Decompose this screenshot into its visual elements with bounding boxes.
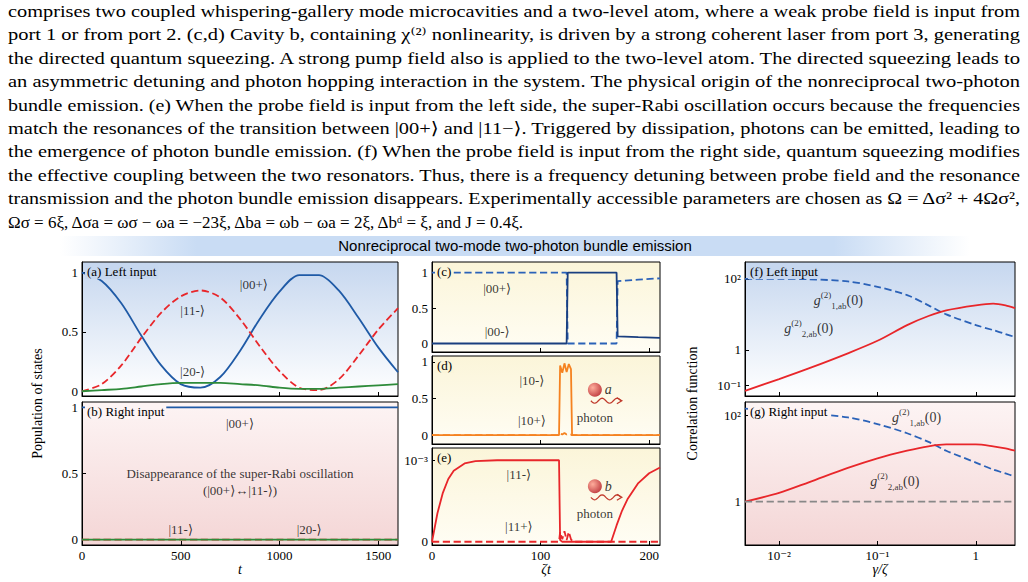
svg-text:500: 500 (171, 548, 191, 563)
svg-text:photon: photon (577, 506, 614, 521)
svg-text:Correlation function: Correlation function (685, 347, 700, 461)
svg-text:(0): (0) (925, 410, 942, 426)
svg-text:0.5: 0.5 (62, 324, 78, 339)
svg-text:g: g (814, 293, 821, 308)
svg-text:ζt: ζt (541, 562, 552, 577)
svg-text:10²: 10² (724, 408, 741, 423)
svg-text:photon: photon (577, 410, 614, 425)
svg-text:1000: 1000 (267, 548, 293, 563)
svg-text:10⁻²: 10⁻² (767, 548, 791, 563)
svg-text:match the resonances of the tr: match the resonances of the transition b… (8, 119, 1020, 138)
svg-text:1500: 1500 (365, 548, 391, 563)
svg-text:comprises two coupled whisperi: comprises two coupled whispering-gallery… (8, 2, 1020, 21)
svg-text:1: 1 (422, 265, 429, 280)
svg-text:1: 1 (422, 354, 429, 369)
svg-text:10⁻¹: 10⁻¹ (717, 378, 741, 393)
svg-text:g: g (870, 474, 877, 489)
svg-text:0.5: 0.5 (412, 301, 428, 316)
svg-text:1: 1 (735, 494, 742, 509)
svg-text:|11-⟩: |11-⟩ (180, 303, 205, 318)
svg-text:|00-⟩: |00-⟩ (485, 324, 510, 339)
svg-text:0.5: 0.5 (412, 391, 428, 406)
svg-text:0: 0 (422, 336, 429, 351)
svg-text:1: 1 (973, 548, 980, 563)
svg-text:(2): (2) (821, 290, 832, 300)
svg-text:(g) Right input: (g) Right input (750, 404, 828, 419)
svg-text:(e): (e) (437, 450, 451, 465)
svg-text:1: 1 (72, 265, 79, 280)
svg-text:0: 0 (72, 384, 79, 399)
svg-text:b: b (605, 479, 612, 494)
svg-text:|10+⟩: |10+⟩ (518, 413, 546, 428)
svg-text:10⁻³: 10⁻³ (404, 453, 428, 468)
html-text:Nonreciprocal two-mode two-pho: Nonreciprocal two-mode two-photon bundle… (338, 237, 692, 254)
svg-text:a: a (605, 382, 612, 397)
svg-text:1,ab: 1,ab (831, 301, 847, 311)
svg-text:2,ab: 2,ab (802, 329, 818, 339)
svg-text:1: 1 (735, 342, 742, 357)
svg-text:g: g (892, 410, 899, 425)
svg-text:|10-⟩: |10-⟩ (519, 373, 544, 388)
svg-text:10²: 10² (724, 271, 741, 286)
svg-text:(0): (0) (903, 474, 920, 490)
svg-text:γ/ζ: γ/ζ (872, 562, 888, 577)
svg-text:(d): (d) (437, 358, 452, 373)
svg-text:|00+⟩: |00+⟩ (483, 281, 511, 296)
svg-text:10⁻¹: 10⁻¹ (866, 548, 890, 563)
svg-text:1,ab: 1,ab (910, 418, 926, 428)
svg-text:g: g (784, 321, 791, 336)
svg-text:|20-⟩: |20-⟩ (297, 522, 322, 537)
svg-text:0: 0 (79, 548, 86, 563)
svg-text:0: 0 (72, 532, 79, 547)
svg-text:bundle emission. (e) When the: bundle emission. (e) When the probe fiel… (8, 96, 1020, 115)
svg-text:the effective coupling between: the effective coupling between the two r… (8, 166, 1020, 185)
svg-text:|11+⟩: |11+⟩ (505, 519, 533, 534)
svg-text:(2): (2) (877, 471, 888, 481)
svg-text:0.5: 0.5 (62, 466, 78, 481)
svg-text:|11-⟩: |11-⟩ (168, 522, 193, 537)
svg-text:port 1 or from port 2. (c,d) C: port 1 or from port 2. (c,d) Cavity b, c… (8, 25, 1021, 44)
svg-text:transmission and the photon bu: transmission and the photon bundle emiss… (8, 189, 1020, 208)
svg-text:|00+⟩: |00+⟩ (240, 277, 268, 292)
svg-text:(f) Left input: (f) Left input (750, 264, 818, 279)
svg-text:0: 0 (422, 428, 429, 443)
svg-text:200: 200 (639, 548, 659, 563)
svg-text:(0): (0) (817, 321, 834, 337)
svg-text:100: 100 (531, 548, 551, 563)
svg-text:the emergence of photon bundle: the emergence of photon bundle emission.… (8, 142, 1020, 161)
svg-text:(|00+⟩↔|11-⟩): (|00+⟩↔|11-⟩) (203, 483, 277, 498)
svg-text:(b) Right input: (b) Right input (87, 404, 165, 419)
svg-text:t: t (238, 562, 243, 577)
svg-text:|20-⟩: |20-⟩ (180, 364, 205, 379)
svg-text:(a) Left input: (a) Left input (87, 264, 157, 279)
svg-text:(2): (2) (791, 318, 802, 328)
svg-text:1: 1 (72, 400, 79, 415)
svg-text:0: 0 (422, 534, 429, 549)
svg-text:(c): (c) (437, 264, 451, 279)
svg-text:the directed quantum squeezing: the directed quantum squeezing. A strong… (8, 49, 1020, 68)
svg-text:0: 0 (429, 548, 436, 563)
svg-text:|11-⟩: |11-⟩ (507, 467, 532, 482)
svg-text:(2): (2) (899, 407, 910, 417)
svg-text:Population of states: Population of states (30, 348, 45, 458)
svg-text:(0): (0) (847, 293, 864, 309)
svg-text:Disappearance of the super-Rab: Disappearance of the super-Rabi oscillat… (126, 466, 354, 481)
svg-text:2,ab: 2,ab (888, 482, 904, 492)
svg-text:|00+⟩: |00+⟩ (226, 416, 254, 431)
svg-text:Ωσ = 6ξ, Δσa = ωσ − ωa = −23ξ,: Ωσ = 6ξ, Δσa = ωσ − ωa = −23ξ, Δba = ωb … (8, 213, 523, 232)
svg-text:an asymmetric detuning and pho: an asymmetric detuning and photon hoppin… (8, 72, 1021, 91)
